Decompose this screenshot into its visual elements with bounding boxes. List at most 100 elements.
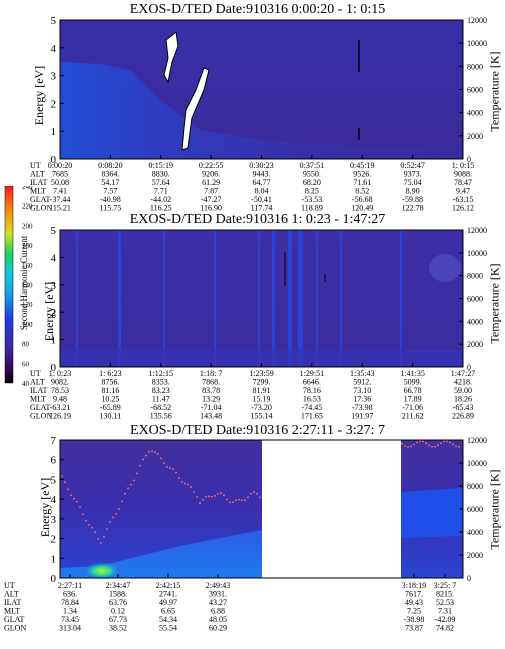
temperature-point — [64, 481, 66, 483]
x-tick-label: 2:42:15 — [156, 581, 180, 590]
x-tick-label: 74.82 — [436, 624, 454, 633]
temperature-point — [70, 494, 72, 497]
temperature-point — [446, 440, 448, 442]
x-tick-label: -73.20 — [251, 403, 272, 412]
panel-1-title: EXOS-D/TED Date:910316 0:00:20 - 1: 0:15 — [129, 2, 386, 17]
x-tick-label: 3931. — [209, 590, 227, 599]
x-tick-label: 49.43 — [405, 598, 423, 607]
temperature-point — [214, 495, 216, 497]
x-tick-label: 1588. — [109, 590, 127, 599]
panel-3-axes: 0 1 2 3 4 5 6 7 0 2000 4000 6000 8000 10000 12000 UTALT… — [4, 435, 487, 633]
x-tick-label: 8364. — [101, 170, 119, 179]
panel-2-spectrogram — [60, 230, 463, 367]
x-tick-label: 116.90 — [200, 204, 222, 213]
x-tick-label: 1:23:59 — [249, 369, 273, 378]
temperature-point — [115, 513, 117, 515]
panel-2-ylabel-right: Temperature [K] — [487, 263, 502, 344]
temperature-point — [196, 495, 198, 498]
x-tick-label: 8.52 — [355, 187, 369, 196]
temperature-point — [127, 487, 129, 490]
colorbar-tick-label: 240 — [22, 186, 33, 191]
y-tick-label: 5 — [51, 15, 57, 27]
temperature-point — [223, 494, 225, 497]
panel-3-hotspot — [84, 562, 120, 580]
temperature-point — [157, 453, 159, 455]
temperature-point — [79, 506, 81, 508]
x-tick-label: 155.14 — [251, 412, 273, 421]
x-tick-label: 66.78 — [404, 386, 422, 395]
temperature-point — [458, 446, 460, 448]
x-tick-label: 6.65 — [161, 607, 175, 616]
x-tick-label: 2:34:47 — [106, 581, 130, 590]
temperature-point — [85, 519, 87, 522]
temperature-point — [404, 445, 406, 447]
y-tick-label: 4 — [51, 252, 57, 264]
temperature-point — [431, 445, 433, 448]
panel-2-axes: 0 1 2 3 4 5 0 2000 4000 6000 8000 10000 12000 UTALTIL… — [30, 225, 487, 421]
y2-tick-label: 10000 — [467, 249, 487, 258]
x-tick-label: 9443. — [253, 170, 271, 179]
x-tick-label: 2:49:43 — [206, 581, 230, 590]
x-tick-label: 17.36 — [353, 395, 371, 404]
x-tick-label: 57.64 — [152, 178, 170, 187]
colorbar-svg: 40 60 80 100 120 140 160 180 200 220 240 — [4, 183, 33, 388]
x-tick-label: 0:45:19 — [350, 161, 374, 170]
panel-1: EXOS-D/TED Date:910316 0:00:20 - 1: 0:15… — [0, 0, 505, 215]
temperature-point — [124, 492, 126, 495]
x-tick-label: 8215. — [436, 590, 454, 599]
x-tick-label: 18.26 — [454, 395, 472, 404]
x-tick-label: 9550. — [303, 170, 321, 179]
x-tick-label: 78.84 — [61, 598, 79, 607]
panel-1-low-energy-band — [60, 62, 463, 159]
x-tick-label: -71.04 — [201, 403, 222, 412]
x-tick-label: 54.17 — [101, 178, 119, 187]
row-label: UT — [30, 369, 41, 378]
x-tick-label: 6.88 — [211, 607, 225, 616]
temperature-point — [443, 440, 445, 443]
temperature-point — [229, 501, 231, 504]
y2-tick-label: 0 — [467, 363, 471, 372]
x-tick-label: 64.77 — [253, 178, 271, 187]
x-tick-label: 17.89 — [404, 395, 422, 404]
x-tick-label: 83.23 — [152, 386, 170, 395]
temperature-point — [172, 468, 174, 471]
temperature-point — [440, 442, 442, 445]
row-label: GLON — [4, 624, 26, 633]
panel-2-streaks — [76, 230, 402, 367]
temperature-point — [205, 495, 207, 498]
x-tick-label: 117.74 — [251, 204, 273, 213]
x-tick-label: 120.49 — [351, 204, 373, 213]
x-tick-label: 6646. — [303, 378, 321, 387]
colorbar-tick-label: 100 — [22, 321, 33, 329]
x-tick-label: 49.97 — [159, 598, 177, 607]
y-tick-label: 1 — [51, 553, 57, 565]
temperature-point — [82, 513, 84, 516]
y-tick-label: 4 — [51, 43, 57, 55]
panel-3-ylabel-right: Temperature [K] — [487, 469, 502, 550]
colorbar-tick-label: 200 — [22, 222, 33, 230]
temperature-point — [61, 475, 63, 477]
temperature-point — [118, 507, 120, 510]
temperature-point — [428, 444, 430, 447]
temperature-point — [238, 498, 240, 501]
temperature-point — [202, 498, 204, 501]
y-tick-label: 2 — [51, 307, 57, 319]
row-label: GLAT — [4, 615, 25, 624]
x-tick-label: 116.25 — [150, 204, 172, 213]
temperature-point — [145, 454, 147, 457]
row-label: MLT — [4, 607, 20, 616]
temperature-point — [169, 467, 171, 469]
colorbar-tick-label: 40 — [22, 380, 30, 386]
panel-2-ylabel: Energy [eV] — [42, 281, 57, 342]
x-tick-label: 4218. — [454, 378, 472, 387]
x-tick-label: 67.73 — [109, 615, 127, 624]
y-tick-label: 2 — [51, 534, 57, 546]
colorbar-tick-label: 60 — [22, 360, 30, 368]
x-tick-label: 7685 — [52, 170, 68, 179]
row-label: ILAT — [30, 386, 47, 395]
panel-2-patch — [429, 254, 461, 282]
x-tick-label: 3:18:19 — [402, 581, 426, 590]
temperature-point — [220, 492, 222, 494]
temperature-point — [160, 457, 162, 460]
x-tick-label: 122.78 — [402, 204, 424, 213]
